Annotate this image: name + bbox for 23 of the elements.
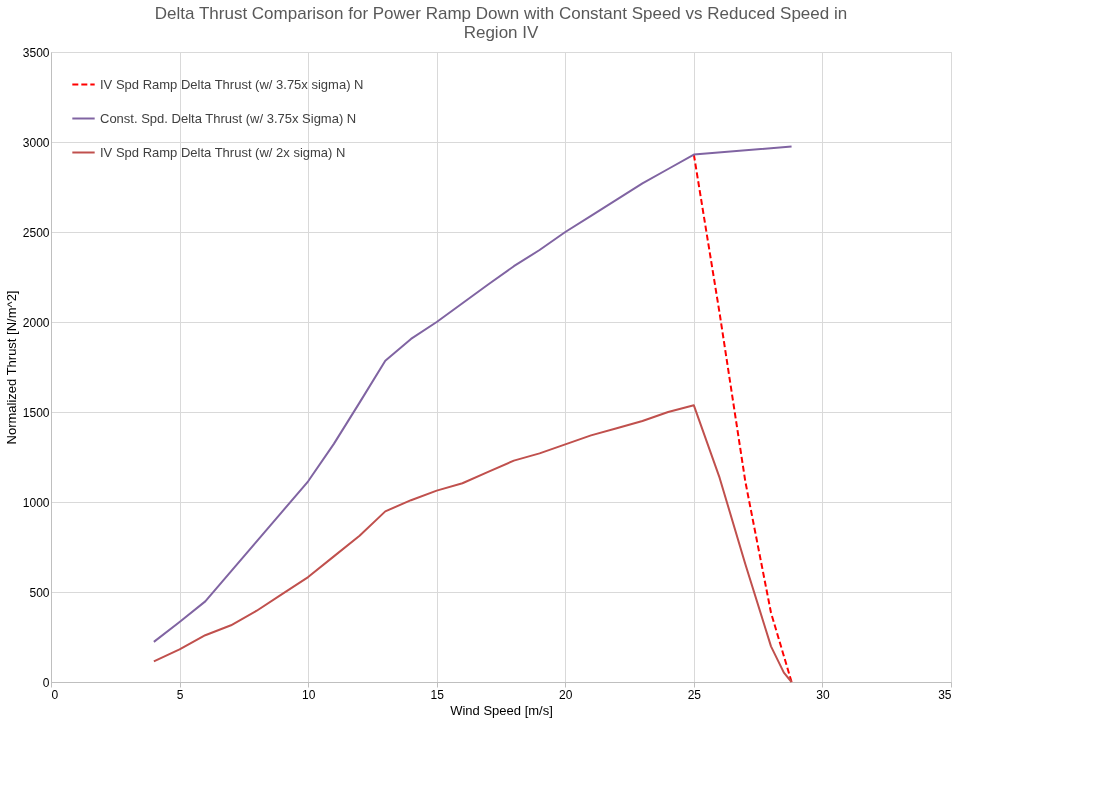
y-axis-title: Normalized Thrust [N/m^2] bbox=[3, 290, 19, 445]
y-tick-label: 500 bbox=[29, 585, 50, 600]
y-tick-label: 3500 bbox=[22, 45, 50, 60]
x-tick-label: 30 bbox=[816, 687, 830, 702]
y-tick-label: 1000 bbox=[22, 495, 50, 510]
y-tick-label: 2000 bbox=[22, 315, 50, 330]
legend-label: Const. Spd. Delta Thrust (w/ 3.75x Sigma) N bbox=[100, 110, 357, 126]
legend-label: IV Spd Ramp Delta Thrust (w/ 2x sigma) N bbox=[100, 144, 346, 160]
x-tick-label: 35 bbox=[938, 687, 952, 702]
x-tick-label: 20 bbox=[559, 687, 573, 702]
y-tick-label: 1500 bbox=[22, 405, 50, 420]
x-tick-label: 5 bbox=[176, 687, 184, 702]
x-axis-title: Wind Speed [m/s] bbox=[450, 702, 553, 718]
x-tick-label: 15 bbox=[430, 687, 445, 702]
y-tick-label: 3000 bbox=[22, 135, 50, 150]
legend-label: IV Spd Ramp Delta Thrust (w/ 3.75x sigma) N bbox=[100, 76, 364, 92]
line-series bbox=[152, 404, 793, 683]
x-tick-label: 10 bbox=[301, 687, 316, 702]
y-tick-label: 2500 bbox=[22, 225, 50, 240]
line-series bbox=[692, 153, 793, 683]
chart-title: Delta Thrust Comparison for Power Ramp Down with Constant Speed vs Reduced Speed in Region IV bbox=[154, 4, 848, 42]
y-tick-label: 0 bbox=[42, 675, 50, 690]
x-tick-label: 25 bbox=[687, 687, 702, 702]
